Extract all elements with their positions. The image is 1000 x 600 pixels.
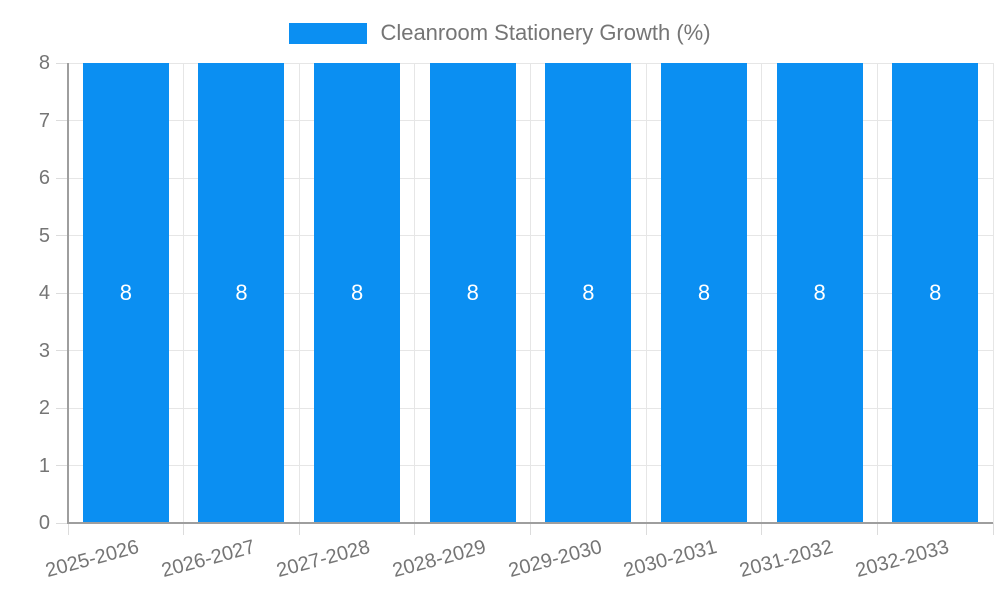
y-axis-label: 8 — [38, 52, 50, 74]
x-axis-tick — [761, 523, 763, 535]
y-axis-label: 4 — [38, 282, 50, 304]
y-axis-tick — [56, 350, 68, 351]
bar-value-label: 8 — [697, 280, 711, 305]
gridline-x — [876, 63, 878, 523]
legend-label: Cleanroom Stationery Growth (%) — [380, 20, 711, 45]
y-axis-label: 1 — [38, 454, 50, 477]
x-axis-label: 2031-2032 — [737, 536, 836, 583]
y-axis-tick — [56, 235, 68, 236]
bar-value-label: 8 — [119, 280, 132, 305]
x-axis-label: 2025-2026 — [43, 536, 142, 583]
y-axis-label: 2 — [38, 397, 50, 419]
gridline-x — [414, 63, 416, 523]
x-axis-label: 2027-2028 — [274, 536, 373, 583]
bar[interactable] — [660, 63, 747, 523]
x-axis-label: 2026-2027 — [159, 536, 258, 583]
y-axis-tick — [56, 120, 68, 121]
y-axis-tick — [56, 292, 68, 294]
x-axis-label: 2028-2029 — [390, 536, 489, 583]
x-axis-tick — [183, 523, 185, 535]
x-axis-label: 2030-2031 — [621, 536, 720, 583]
gridline-x — [298, 63, 300, 523]
bar[interactable] — [82, 63, 169, 523]
legend: Cleanroom Stationery Growth (%) — [0, 20, 1000, 46]
x-axis-tick — [876, 523, 878, 535]
y-axis-tick — [56, 465, 68, 466]
x-axis-tick — [992, 523, 994, 535]
y-axis-label: 3 — [38, 339, 50, 362]
x-axis-tick — [414, 523, 416, 535]
y-axis-tick — [56, 522, 68, 524]
bar-value-label: 8 — [350, 280, 364, 305]
gridline-x — [761, 63, 763, 523]
bar[interactable] — [892, 63, 979, 523]
bar[interactable] — [545, 63, 632, 523]
legend-swatch — [289, 22, 368, 44]
x-axis-label: 2032-2033 — [852, 536, 951, 583]
bar[interactable] — [198, 63, 285, 523]
gridline-x — [183, 63, 185, 523]
bar-value-label: 8 — [929, 280, 942, 305]
gridline-x — [530, 63, 531, 523]
bar-value-label: 8 — [235, 280, 248, 305]
x-axis-tick — [645, 523, 647, 535]
x-axis-tick — [67, 523, 69, 535]
y-axis-label: 7 — [38, 109, 50, 132]
y-axis-tick — [56, 62, 68, 64]
gridline-x — [992, 63, 994, 523]
x-axis-tick — [530, 523, 531, 535]
bar-value-label: 8 — [813, 280, 826, 305]
y-axis-label: 5 — [38, 224, 50, 247]
y-axis-label: 6 — [38, 167, 50, 189]
x-axis-tick — [298, 523, 300, 535]
bar[interactable] — [314, 63, 401, 523]
y-axis-line — [67, 63, 69, 523]
y-axis-tick — [56, 407, 68, 409]
bar-value-label: 8 — [582, 280, 595, 305]
y-axis-label: 0 — [38, 512, 50, 534]
bar[interactable] — [429, 63, 516, 523]
x-axis-line — [67, 522, 993, 524]
x-axis-label: 2029-2030 — [505, 536, 605, 583]
bar-value-label: 8 — [466, 280, 479, 305]
bar[interactable] — [776, 63, 863, 523]
gridline-x — [645, 63, 647, 523]
y-axis-tick — [56, 177, 68, 179]
